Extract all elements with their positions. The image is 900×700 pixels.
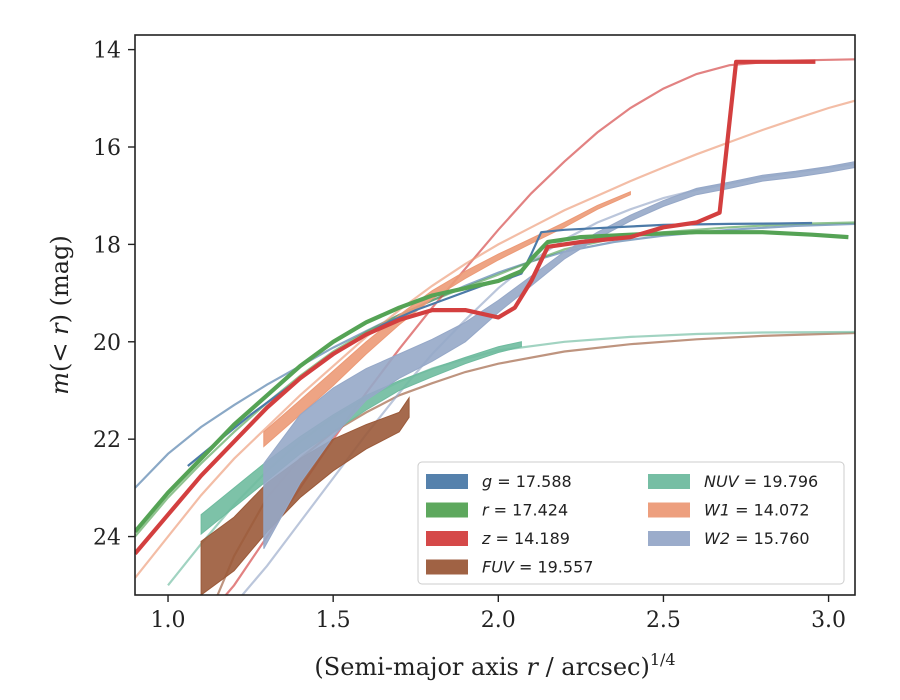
model-curve-w1 [135,99,855,579]
legend-swatch [426,502,468,518]
model-curve-g [135,222,855,489]
data-band-w1 [263,191,631,448]
legend-label-value: = 17.424 [489,501,569,520]
y-tick-label: 20 [93,331,121,356]
legend-label-name: W1 [704,501,730,520]
legend-label-value: = 17.588 [492,472,572,491]
legend-label: FUV = 19.557 [482,558,593,577]
legend-label: g = 17.588 [482,472,572,491]
legend-swatch [648,474,690,489]
x-tick-label: 1.5 [316,608,351,633]
y-axis-ticks: 14 16 18 20 22 24 [93,39,135,551]
legend-label-name: g [482,472,492,491]
legend-label: z = 14.189 [481,529,570,548]
legend-label-name: W2 [704,529,730,548]
legend-swatch [648,531,690,546]
legend-box [417,461,845,585]
x-axis-ticks: 1.0 1.5 2.0 2.5 3.0 [151,595,846,633]
x-axis-label: (Semi-major axis r / arcsec)1/4 [314,650,675,681]
legend-swatch [426,559,468,575]
x-tick-label: 3.0 [811,608,846,633]
data-line-z [135,59,816,555]
x-tick-label: 1.0 [151,608,186,633]
data-bands [200,161,855,595]
legend-label-name: FUV [482,558,515,577]
legend-label-value: = 15.760 [730,529,810,548]
data-band-w2 [263,161,855,549]
legend-label-value: = 14.072 [730,501,810,520]
legend-label: W2 = 15.760 [704,529,810,548]
y-tick-label: 24 [93,526,121,551]
plot-frame [134,34,856,596]
legend-label: W1 = 14.072 [704,501,810,520]
legend-swatch [426,474,468,489]
data-lines [135,59,849,555]
legend-swatch [426,531,468,546]
y-tick-label: 14 [93,39,121,64]
legend-label: r = 17.424 [482,501,568,520]
legend-label-name: NUV [704,472,740,491]
x-tick-label: 2.5 [646,608,681,633]
legend-label: NUV = 19.796 [704,472,818,491]
legend-label-name: z [481,529,491,548]
legend-label-value: = 19.557 [514,558,594,577]
legend-label-value: = 19.796 [739,472,819,491]
data-line-r [135,230,849,534]
y-axis-label: m(< r) (mag) [46,235,74,395]
y-tick-label: 16 [93,136,121,161]
legend-label-value: = 14.189 [490,529,570,548]
y-tick-label: 18 [93,233,121,258]
legend-label-name: r [482,501,490,520]
y-tick-label: 22 [93,428,121,453]
x-tick-label: 2.0 [481,608,516,633]
legend-swatch [648,502,690,518]
